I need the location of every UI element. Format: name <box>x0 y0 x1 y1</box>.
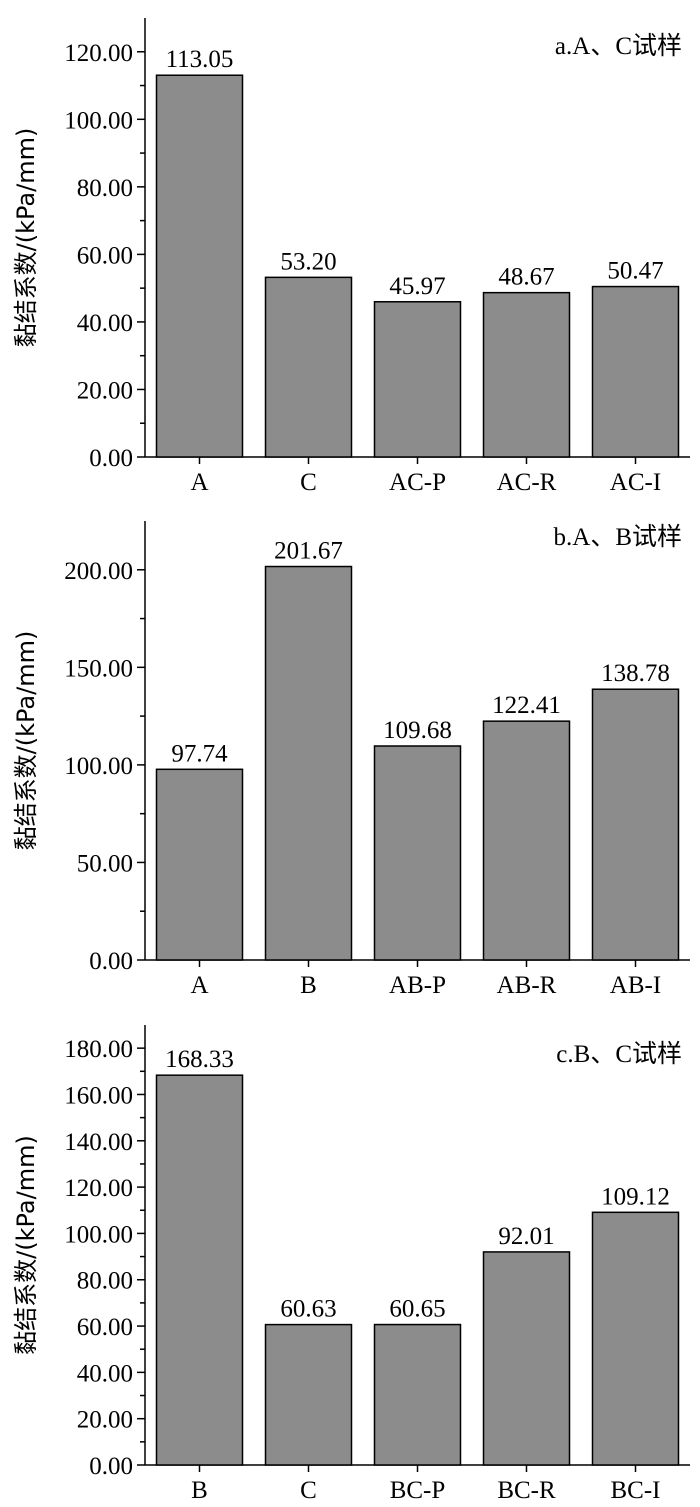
data-label: 138.78 <box>601 660 670 687</box>
category-label: AC-R <box>497 469 557 496</box>
y-tick-label: 160.00 <box>64 1082 133 1109</box>
y-tick-label: 80.00 <box>77 1268 133 1295</box>
category-label: BC-I <box>611 1477 661 1504</box>
bar-ac-i <box>591 285 680 458</box>
category-label: AB-P <box>389 972 446 999</box>
panel-3: 0.00 20.00 40.00 60.00 80.00 100.00 120.00 140.… <box>12 1025 690 1504</box>
y-axis-label: 黏结系数/(kPa/mm) <box>12 1135 40 1355</box>
bar-bc-r <box>482 1251 571 1466</box>
y-tick-label: 40.00 <box>77 1360 133 1387</box>
y-tick-label: 20.00 <box>77 377 133 404</box>
y-tick-label: 50.00 <box>77 850 133 877</box>
category-label: A <box>190 469 208 496</box>
y-tick-label: 80.00 <box>77 175 133 202</box>
y-tick-label: 100.00 <box>64 753 133 780</box>
y-axis-label: 黏结系数/(kPa/mm) <box>12 128 40 348</box>
panel-2: 0.00 50.00 100.00 150.00 200.00 97.74 A 201.67 B… <box>12 521 690 999</box>
bar-c <box>264 276 353 458</box>
data-label: 48.67 <box>498 264 554 291</box>
data-label: 168.33 <box>165 1046 234 1073</box>
y-tick-label: 60.00 <box>77 242 133 269</box>
bar-ac-r <box>482 291 571 458</box>
y-tick-label: 150.00 <box>64 655 133 682</box>
y-tick-label: 100.00 <box>64 1221 133 1248</box>
data-label: 122.41 <box>492 692 561 719</box>
data-label: 53.20 <box>280 248 336 275</box>
category-label: A <box>190 972 208 999</box>
bar-b <box>264 565 353 961</box>
y-tick-label: 0.00 <box>89 445 133 472</box>
bar-a <box>155 74 244 458</box>
bar-c <box>264 1323 353 1466</box>
panel-title: c.B、C试样 <box>556 1040 682 1068</box>
category-label: AC-P <box>389 469 446 496</box>
bar-b <box>155 1074 244 1466</box>
category-label: B <box>300 972 317 999</box>
category-label: AC-I <box>610 469 661 496</box>
y-tick-label: 100.00 <box>64 107 133 134</box>
data-label: 113.05 <box>166 46 234 73</box>
y-tick-label: 200.00 <box>64 558 133 585</box>
panel-title: a.A、C试样 <box>555 32 682 60</box>
y-tick-label: 60.00 <box>77 1314 133 1341</box>
category-label: BC-R <box>497 1477 556 1504</box>
y-tick-label: 120.00 <box>64 1175 133 1202</box>
bar-ab-i <box>591 688 680 961</box>
category-label: B <box>191 1477 208 1504</box>
data-label: 50.47 <box>607 258 663 285</box>
bar-ab-p <box>373 745 462 961</box>
panel-title: b.A、B试样 <box>554 523 682 551</box>
bar-a <box>155 768 244 961</box>
y-tick-label: 140.00 <box>64 1129 133 1156</box>
bar-bc-i <box>591 1211 680 1466</box>
y-tick-label: 0.00 <box>89 948 133 975</box>
data-label: 109.68 <box>383 717 452 744</box>
data-label: 201.67 <box>274 538 343 565</box>
bar-bc-p <box>373 1323 462 1466</box>
data-label: 92.01 <box>498 1223 554 1250</box>
data-label: 97.74 <box>171 740 228 767</box>
y-tick-label: 40.00 <box>77 310 133 337</box>
category-label: BC-P <box>390 1477 446 1504</box>
data-label: 60.65 <box>389 1296 445 1323</box>
bar-ac-p <box>373 301 462 458</box>
category-label: C <box>300 1477 317 1504</box>
data-label: 60.63 <box>280 1296 336 1323</box>
y-tick-label: 180.00 <box>64 1036 133 1063</box>
data-label: 45.97 <box>389 273 445 300</box>
bar-ab-r <box>482 720 571 961</box>
panel-1: 0.00 20.00 40.00 60.00 80.00 100.00 120.00 113.… <box>12 18 690 496</box>
y-tick-label: 0.00 <box>89 1453 133 1480</box>
category-label: C <box>300 469 317 496</box>
y-tick-label: 20.00 <box>77 1407 133 1434</box>
y-axis-label: 黏结系数/(kPa/mm) <box>12 631 40 851</box>
category-label: AB-I <box>610 972 661 999</box>
category-label: AB-R <box>497 972 557 999</box>
data-label: 109.12 <box>601 1183 670 1210</box>
y-tick-label: 120.00 <box>64 40 133 67</box>
